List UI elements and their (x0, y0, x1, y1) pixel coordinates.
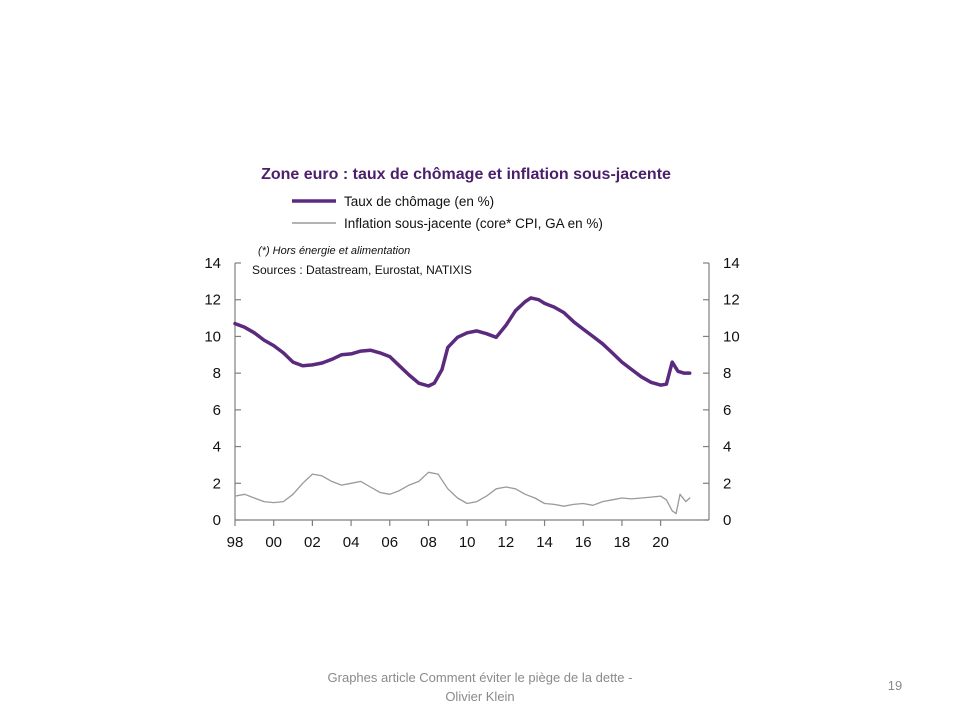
x-tick-label-3: 04 (343, 534, 360, 551)
x-tick-label-4: 06 (381, 534, 398, 551)
x-tick-label-0: 98 (227, 534, 244, 551)
y-tick-label-left-3: 6 (213, 402, 221, 419)
y-tick-label-right-5: 10 (723, 328, 740, 345)
line-unemployment (233, 296, 692, 388)
y-tick-label-right-1: 2 (723, 475, 731, 492)
chart-note: (*) Hors énergie et alimentation (258, 245, 410, 257)
x-tick-label-2: 02 (304, 534, 321, 551)
y-tick-label-right-3: 6 (723, 402, 731, 419)
x-tick-label-5: 08 (420, 534, 437, 551)
y-tick-label-right-2: 4 (723, 439, 731, 456)
y-tick-label-right-7: 14 (723, 255, 740, 272)
line-core-inflation (234, 471, 691, 515)
slide-footer: Graphes article Comment éviter le piège … (327, 670, 633, 704)
x-tick-label-11: 20 (652, 534, 669, 551)
y-tick-label-right-0: 0 (723, 512, 731, 529)
y-tick-label-left-5: 10 (204, 328, 221, 345)
y-tick-label-left-0: 0 (213, 512, 221, 529)
y-tick-label-left-7: 14 (204, 255, 221, 272)
series-lines (233, 296, 692, 515)
x-tick-label-9: 16 (575, 534, 592, 551)
y-tick-label-left-1: 2 (213, 475, 221, 492)
x-tick-label-8: 14 (536, 534, 553, 551)
chart-title: Zone euro : taux de chômage et inflation… (261, 166, 671, 183)
y-tick-label-right-4: 8 (723, 365, 731, 382)
x-tick-label-1: 00 (265, 534, 282, 551)
y-tick-label-right-6: 12 (723, 292, 740, 309)
legend-label-core-inflation: Inflation sous-jacente (core* CPI, GA en… (344, 216, 603, 231)
legend-label-unemployment: Taux de chômage (en %) (344, 194, 494, 209)
y-tick-label-left-4: 8 (213, 365, 221, 382)
x-tick-label-6: 10 (459, 534, 476, 551)
page-number: 19 (887, 678, 903, 693)
x-tick-label-7: 12 (498, 534, 515, 551)
y-tick-label-left-2: 4 (213, 439, 221, 456)
x-tick-label-10: 18 (614, 534, 631, 551)
y-tick-label-left-6: 12 (204, 292, 221, 309)
axes (234, 262, 710, 526)
chart-sources: Sources : Datastream, Eurostat, NATIXIS (252, 263, 472, 277)
